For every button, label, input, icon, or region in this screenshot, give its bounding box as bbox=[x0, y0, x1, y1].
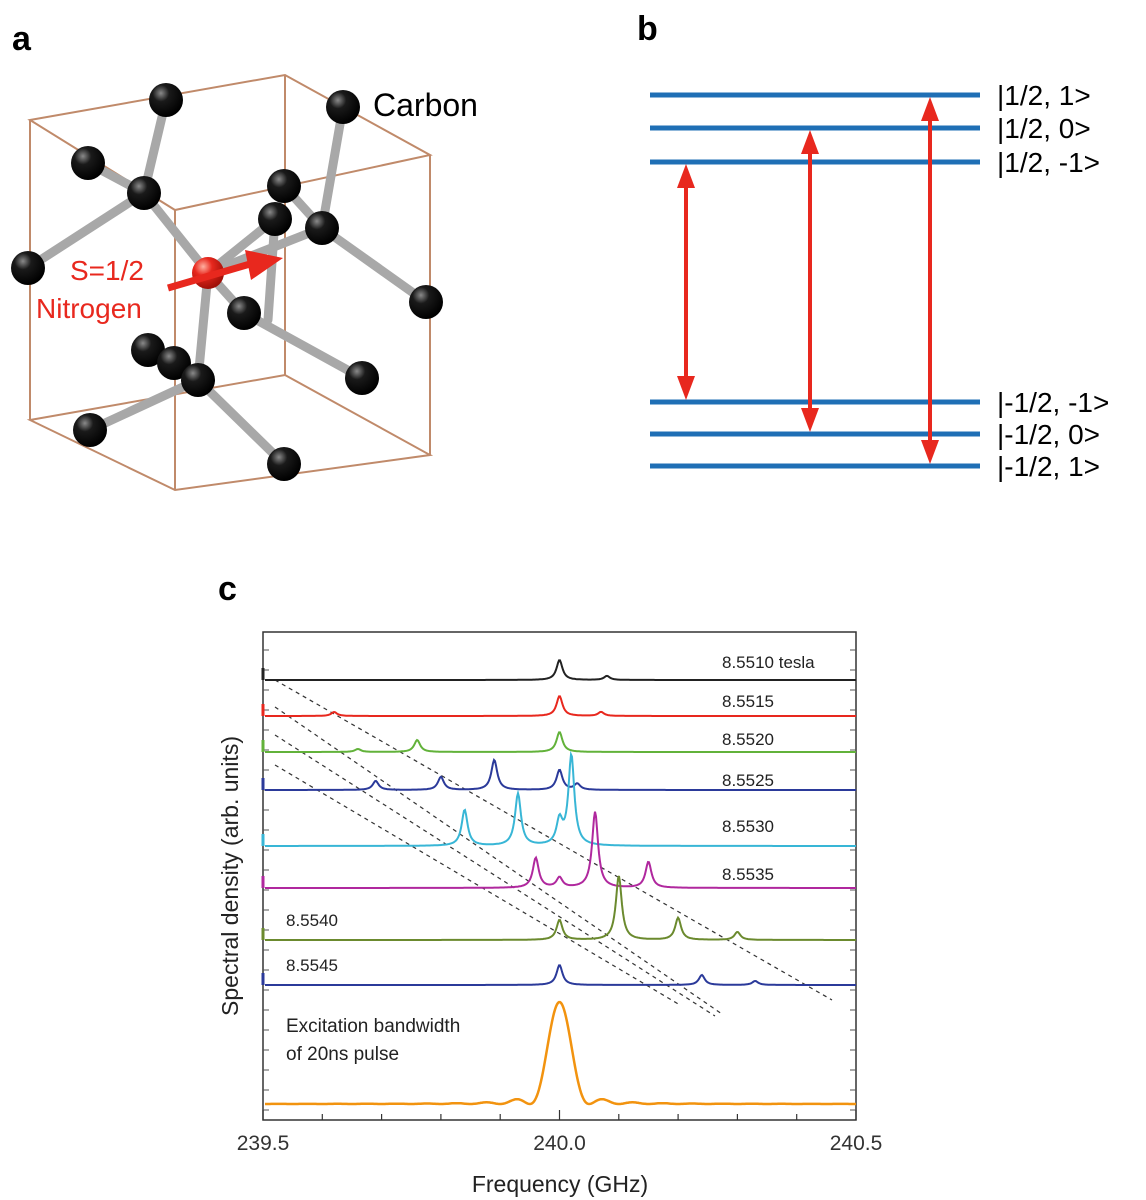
bond bbox=[317, 223, 431, 307]
carbon-atom-icon bbox=[73, 413, 107, 447]
carbon-atom-icon bbox=[326, 90, 360, 124]
guide-line bbox=[274, 764, 681, 1006]
spectrum-line bbox=[265, 659, 856, 681]
carbon-atom-icon bbox=[157, 346, 191, 380]
panel-c-letter: c bbox=[218, 570, 237, 608]
arrowhead-down-icon bbox=[677, 376, 695, 400]
carbon-atom-icon bbox=[305, 211, 339, 245]
carbon-atom-icon bbox=[181, 363, 215, 397]
carbon-label: Carbon bbox=[373, 87, 478, 123]
panel-b: b |1/2, 1>|1/2, 0>|1/2, -1>|-1/2, -1>|-1… bbox=[637, 10, 1109, 482]
bond bbox=[139, 188, 213, 278]
bond bbox=[23, 188, 149, 273]
bond bbox=[317, 102, 348, 233]
guide-line bbox=[274, 679, 833, 1001]
excitation-label-line2: of 20ns pulse bbox=[286, 1044, 399, 1065]
bond bbox=[239, 308, 367, 383]
trace-label: 8.5515 bbox=[722, 692, 774, 711]
atoms bbox=[11, 83, 443, 481]
energy-levels: |1/2, 1>|1/2, 0>|1/2, -1>|-1/2, -1>|-1/2… bbox=[650, 80, 1109, 482]
guide-lines bbox=[274, 679, 833, 1017]
carbon-atom-icon bbox=[345, 361, 379, 395]
carbon-atom-icon bbox=[131, 333, 165, 367]
guide-line bbox=[274, 706, 723, 1015]
arrowhead-up-icon bbox=[677, 164, 695, 188]
trace-label: 8.5525 bbox=[722, 771, 774, 790]
transitions bbox=[677, 97, 939, 464]
energy-level-label: |-1/2, 1> bbox=[997, 451, 1100, 482]
carbon-atom-icon bbox=[127, 176, 161, 210]
spectrum-line bbox=[265, 731, 856, 753]
carbon-atom-icon bbox=[267, 447, 301, 481]
carbon-atom-icon bbox=[11, 251, 45, 285]
spin-label: S=1/2 bbox=[70, 255, 144, 286]
x-tick-label: 240.0 bbox=[533, 1132, 586, 1155]
bond bbox=[85, 375, 203, 435]
trace-label: 8.5530 bbox=[722, 817, 774, 836]
guide-line bbox=[274, 734, 716, 1017]
spectra bbox=[261, 659, 856, 986]
bond bbox=[193, 375, 289, 469]
spin-arrow-icon bbox=[167, 250, 283, 292]
carbon-atom-icon bbox=[149, 83, 183, 117]
arrowhead-down-icon bbox=[801, 408, 819, 432]
panel-c: c 239.5 240.0 240.5 8.5510 tesla8.55158.55… bbox=[217, 570, 882, 1197]
trace-labels: 8.5510 tesla 8.5515 8.5520 8.5525 8.5530 8.55… bbox=[286, 653, 815, 975]
carbon-atom-icon bbox=[258, 202, 292, 236]
energy-level-label: |1/2, -1> bbox=[997, 147, 1100, 178]
spectrum-line bbox=[265, 695, 856, 717]
carbon-atom-icon bbox=[409, 285, 443, 319]
trace-label: 8.5520 bbox=[722, 730, 774, 749]
bond bbox=[193, 268, 213, 385]
spectrum-line bbox=[265, 750, 856, 847]
energy-level-label: |1/2, 0> bbox=[997, 113, 1091, 144]
nitrogen-label: Nitrogen bbox=[36, 293, 142, 324]
energy-level-label: |-1/2, 0> bbox=[997, 419, 1100, 450]
arrowhead-down-icon bbox=[921, 440, 939, 464]
trace-label: 8.5540 bbox=[286, 911, 338, 930]
trace-label: 8.5545 bbox=[286, 956, 338, 975]
trace-label: 8.5535 bbox=[722, 865, 774, 884]
x-tick-label: 239.5 bbox=[237, 1132, 290, 1155]
y-axis-title: Spectral density (arb. units) bbox=[217, 736, 243, 1016]
energy-level-label: |-1/2, -1> bbox=[997, 387, 1109, 418]
bond bbox=[203, 223, 327, 278]
x-ticks: 239.5 240.0 240.5 bbox=[237, 1110, 883, 1155]
x-axis-title: Frequency (GHz) bbox=[472, 1171, 648, 1197]
trace-label: 8.5510 tesla bbox=[722, 653, 815, 672]
arrowhead-up-icon bbox=[921, 97, 939, 121]
spectrum-line bbox=[265, 875, 856, 941]
x-tick-label: 240.5 bbox=[830, 1132, 883, 1155]
spectrum-line bbox=[265, 811, 856, 889]
panel-a-letter: a bbox=[12, 20, 32, 58]
panel-b-letter: b bbox=[637, 10, 658, 48]
carbon-atom-icon bbox=[267, 169, 301, 203]
spectrum-line bbox=[265, 964, 856, 986]
carbon-atom-icon bbox=[227, 296, 261, 330]
arrowhead-up-icon bbox=[801, 130, 819, 154]
excitation-trace bbox=[265, 1000, 856, 1106]
excitation-label-line1: Excitation bandwidth bbox=[286, 1016, 460, 1037]
energy-level-label: |1/2, 1> bbox=[997, 80, 1091, 111]
spectrum-line bbox=[265, 758, 856, 791]
excitation-line bbox=[265, 1000, 856, 1106]
carbon-atom-icon bbox=[71, 146, 105, 180]
panel-a: a Carbon S=1/2 Nitrogen bbox=[11, 20, 478, 492]
